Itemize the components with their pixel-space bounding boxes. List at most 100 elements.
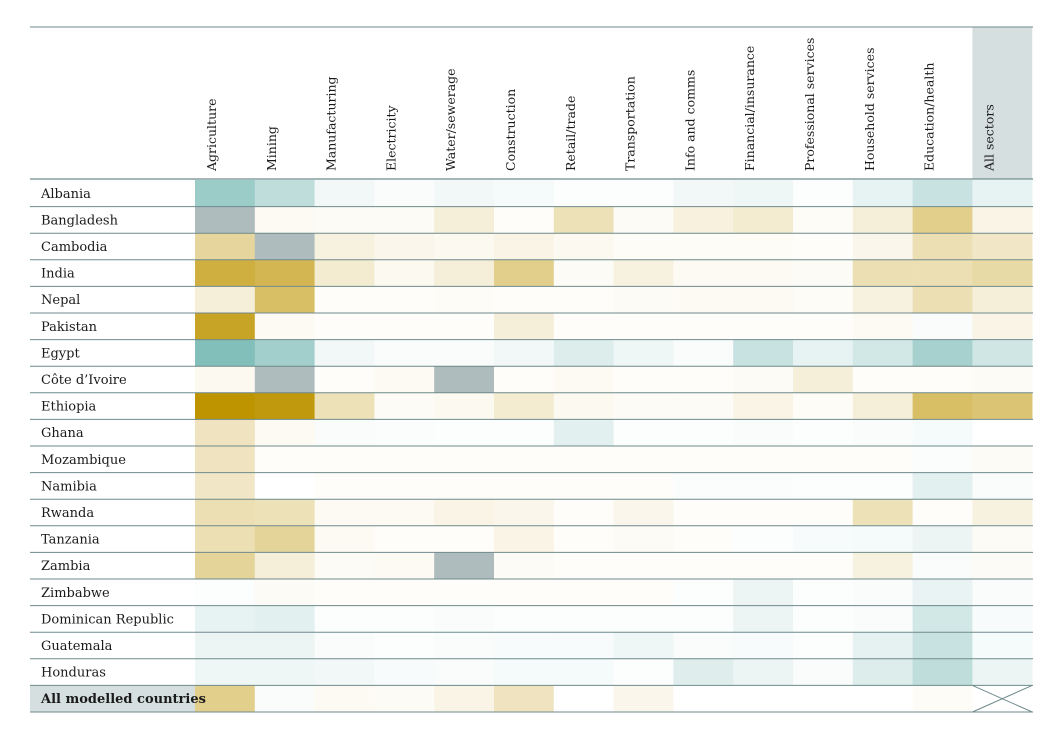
heatmap-cell — [972, 392, 1033, 420]
heatmap-cell — [673, 286, 734, 313]
row-label: Mozambique — [41, 453, 126, 468]
column-label: Transportation — [623, 76, 638, 171]
heatmap-cell — [195, 685, 256, 712]
heatmap-cell — [613, 472, 674, 500]
heatmap-cell — [852, 685, 913, 712]
heatmap-cell — [852, 313, 913, 340]
heatmap-cell — [314, 605, 375, 633]
heatmap-cell — [434, 499, 495, 526]
heatmap-cell — [852, 446, 913, 473]
column-label: Retail/trade — [563, 96, 578, 171]
heatmap-cell — [195, 605, 256, 633]
heatmap-cell — [733, 313, 794, 340]
heatmap-cell — [733, 259, 794, 287]
heatmap-cell — [912, 525, 973, 553]
heatmap-cell — [434, 472, 495, 500]
heatmap-cell — [434, 286, 495, 313]
heatmap-cell — [673, 499, 734, 526]
heatmap-cell — [553, 286, 614, 313]
heatmap-cell — [912, 286, 973, 313]
heatmap-cell — [852, 658, 913, 686]
heatmap-cell — [972, 579, 1033, 606]
heatmap-cell — [374, 685, 435, 712]
heatmap-cell — [852, 552, 913, 579]
heatmap-cell — [673, 446, 734, 473]
heatmap-cell — [494, 605, 555, 633]
cross-line — [972, 684, 1033, 713]
heatmap-cell — [852, 366, 913, 393]
row-label: India — [41, 267, 75, 282]
heatmap-cell — [254, 579, 315, 606]
column-label: Professional services — [802, 38, 817, 171]
heatmap-cell — [374, 206, 435, 234]
heatmap-cell — [374, 525, 435, 553]
heatmap-cell — [374, 472, 435, 500]
heatmap-cell — [972, 525, 1033, 553]
heatmap-cell — [254, 206, 315, 234]
heatmap-cell — [374, 552, 435, 579]
heatmap-cell — [314, 525, 375, 553]
heatmap-cell — [494, 339, 555, 367]
heatmap-cell — [613, 685, 674, 712]
row-label: Honduras — [41, 666, 106, 681]
heatmap-cell — [793, 259, 854, 287]
heatmap-cell — [374, 605, 435, 633]
heatmap-cell — [673, 605, 734, 633]
heatmap-cell — [314, 632, 375, 659]
heatmap-cell — [673, 472, 734, 500]
heatmap-cell — [314, 206, 375, 234]
heatmap-cell — [374, 658, 435, 686]
heatmap-cell — [254, 446, 315, 473]
column-label: Manufacturing — [324, 76, 339, 171]
heatmap-cell — [733, 419, 794, 446]
heatmap-cell — [852, 233, 913, 260]
heatmap-cell — [673, 206, 734, 234]
heatmap-cell — [793, 180, 854, 207]
heatmap-cell — [494, 259, 555, 287]
heatmap-cell — [494, 525, 555, 553]
heatmap-cell — [374, 392, 435, 420]
heatmap-cell — [553, 685, 614, 712]
heatmap-cell — [912, 658, 973, 686]
heatmap-cell — [733, 366, 794, 393]
heatmap-cell — [494, 313, 555, 340]
heatmap-cell — [793, 499, 854, 526]
column-label: Info and comms — [682, 70, 697, 171]
heatmap-cell — [434, 552, 495, 579]
column-label: Household services — [862, 48, 877, 172]
heatmap-cell — [972, 366, 1033, 393]
heatmap-cell — [793, 552, 854, 579]
heatmap-cell — [434, 259, 495, 287]
heatmap-cell — [613, 313, 674, 340]
row-label: Egypt — [41, 346, 80, 361]
heatmap-cell — [434, 339, 495, 367]
heatmap-cell — [852, 180, 913, 207]
heatmap-cell — [434, 313, 495, 340]
heatmap-cell — [613, 658, 674, 686]
heatmap-cell — [972, 233, 1033, 260]
heatmap-cell — [254, 419, 315, 446]
heatmap-cell — [254, 605, 315, 633]
heatmap-cell — [912, 579, 973, 606]
heatmap-cell — [434, 525, 495, 553]
heatmap-cell — [852, 339, 913, 367]
heatmap-cell — [733, 233, 794, 260]
heatmap-cell — [494, 180, 555, 207]
heatmap-cell — [912, 552, 973, 579]
heatmap-cell — [434, 366, 495, 393]
heatmap-cell — [494, 472, 555, 500]
heatmap-cell — [733, 339, 794, 367]
highlight-layer — [30, 27, 1033, 712]
heatmap-cell — [972, 499, 1033, 526]
heatmap-cell — [613, 339, 674, 367]
column-label: Education/health — [922, 63, 937, 171]
heatmap-cell — [195, 339, 256, 367]
heatmap-cell — [553, 419, 614, 446]
heatmap-cell — [494, 579, 555, 606]
heatmap-cell — [793, 685, 854, 712]
row-label: Dominican Republic — [41, 612, 174, 627]
heatmap-cell — [673, 339, 734, 367]
heatmap-cell — [254, 233, 315, 260]
heatmap-cell — [254, 392, 315, 420]
heatmap-cell — [374, 339, 435, 367]
